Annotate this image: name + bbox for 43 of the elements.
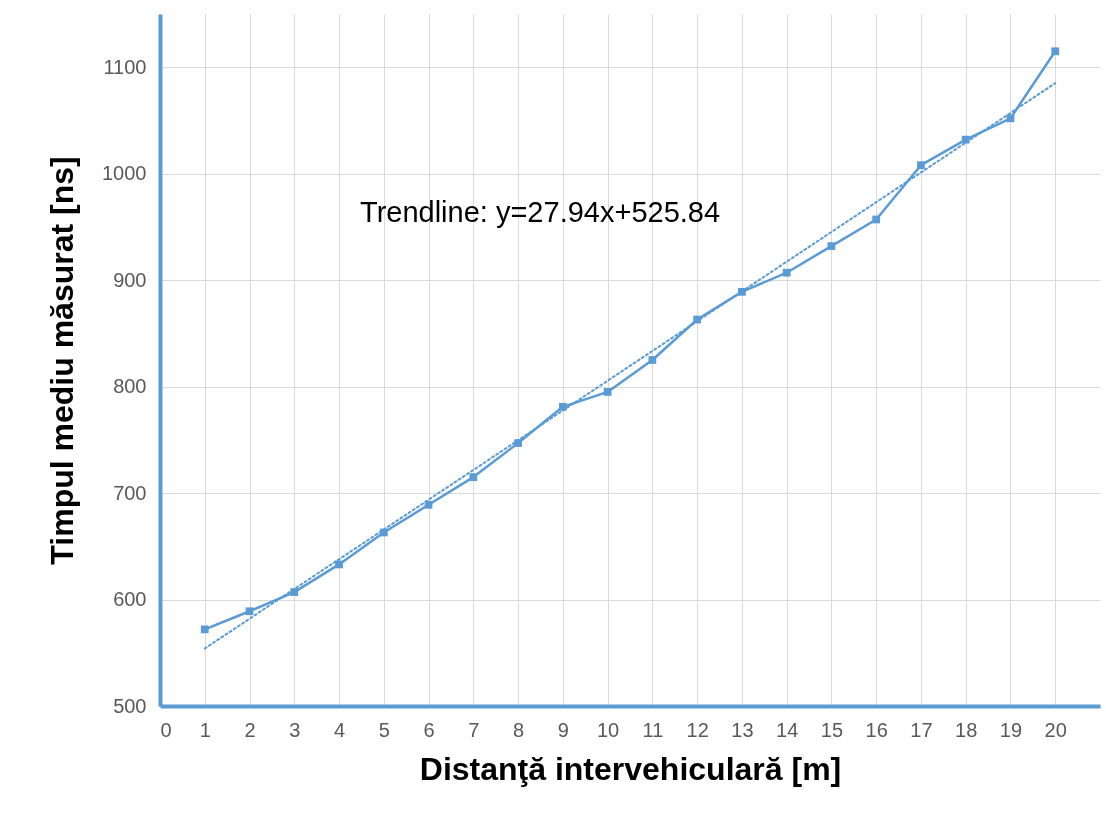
point [245,607,254,616]
x-tick-label: 8 [513,718,525,741]
x-tick-label: 1 [199,718,211,741]
point [648,356,657,364]
point [603,388,612,396]
point [1051,47,1060,56]
x-tick-label: 0 [160,718,172,741]
point [782,268,791,277]
x-axis-title: Distanţă intervehiculară [m] [419,750,842,787]
x-tick-label: 10 [596,718,620,741]
point [469,473,478,481]
y-tick-label: 1100 [103,55,147,78]
point [200,625,209,634]
x-tick-label: 19 [999,718,1023,741]
point [827,242,836,250]
point [872,215,881,224]
point [558,402,567,411]
x-tick-label: 20 [1044,718,1067,741]
x-tick-label: 11 [642,718,664,741]
y-tick-label: 800 [113,375,147,398]
y-tick-label: 500 [113,694,147,717]
x-tick-label: 7 [468,718,480,741]
y-tick-label: 900 [113,268,147,291]
y-axis-title: Timpul mediu măsurat [ns] [44,156,81,565]
x-tick-label: 18 [955,718,978,741]
x-tick-label: 5 [378,718,390,741]
x-tick-label: 14 [776,718,799,741]
annotation: Trendline: y=27.94x+525.84 [360,196,721,228]
x-tick-label: 6 [423,718,435,741]
x-tick-label: 17 [910,718,933,741]
x-tick-label: 12 [686,718,709,741]
x-tick-label: 3 [289,718,301,741]
x-tick-label: 9 [557,718,569,741]
point [917,161,925,170]
x-tick-label: 2 [244,718,256,741]
y-tick-label: 700 [113,481,147,504]
y-tick-label: 600 [113,588,147,611]
x-tick-label: 13 [731,718,754,741]
point [290,588,299,596]
x-tick-label: 4 [333,718,346,741]
y-tick-label: 1000 [102,162,147,185]
x-tick-label: 16 [865,718,888,741]
x-tick-label: 15 [820,718,844,741]
